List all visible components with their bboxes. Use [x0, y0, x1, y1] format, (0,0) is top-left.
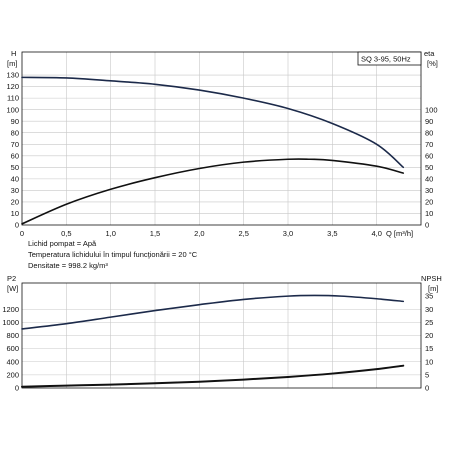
h-axis-label: H [11, 49, 16, 58]
y-left-tick-label: 80 [11, 128, 19, 137]
right-axis-series-line [21, 158, 405, 225]
y-right-tick-label: 0 [425, 384, 429, 393]
x-tick-label: 2,5 [238, 229, 248, 238]
y-left-tick-label: 0 [15, 221, 19, 230]
fluid-note: Lichid pompat = Apă [28, 239, 97, 248]
top-series-lines [21, 76, 405, 225]
y-right-tick-label: 25 [425, 318, 433, 327]
bottom-tick-labels: 0 200 400 600 800 1000 1200 0 5 10 15 20 25 30 35 [2, 292, 433, 393]
h-axis-unit: [m] [7, 59, 17, 68]
y-right-tick-label: 70 [425, 140, 433, 149]
x-tick-label: 3,5 [327, 229, 337, 238]
y-right-tick-label: 100 [425, 105, 438, 114]
y-right-tick-label: 10 [425, 209, 433, 218]
x-tick-label: 1,5 [150, 229, 160, 238]
y-left-tick-label: 400 [6, 357, 19, 366]
y-right-tick-label: 15 [425, 344, 433, 353]
q-axis-label: Q [m³/h] [386, 229, 413, 238]
p2-axis-label: P2 [7, 274, 16, 283]
y-left-tick-label: 90 [11, 117, 19, 126]
y-right-tick-label: 10 [425, 357, 433, 366]
bottom-plot-frame [21, 282, 422, 389]
y-left-tick-label: 70 [11, 140, 19, 149]
density-note: Densitate = 998.2 kg/m³ [28, 261, 108, 270]
y-left-tick-label: 800 [6, 331, 19, 340]
y-left-tick-label: 110 [7, 94, 19, 103]
y-right-tick-label: 30 [425, 305, 433, 314]
y-right-tick-label: 50 [425, 163, 433, 172]
model-label: SQ 3-95, 50Hz [361, 55, 411, 64]
bottom-series-lines [21, 294, 405, 388]
x-tick-label: 0 [20, 229, 24, 238]
x-tick-label: 4,0 [371, 229, 381, 238]
y-left-tick-label: 60 [11, 151, 19, 160]
y-left-tick-label: 200 [6, 370, 19, 379]
y-right-tick-label: 20 [425, 331, 433, 340]
y-left-tick-label: 30 [11, 186, 19, 195]
x-tick-label: 2,0 [194, 229, 204, 238]
y-left-tick-label: 100 [6, 105, 19, 114]
bottom-grid [22, 283, 421, 388]
y-left-tick-label: 0 [15, 384, 19, 393]
top-grid [22, 52, 421, 225]
y-left-tick-label: 1000 [2, 318, 19, 327]
y-right-tick-label: 80 [425, 128, 433, 137]
npsh-axis-label: NPSH [421, 274, 442, 283]
x-tick-label: 3,0 [283, 229, 293, 238]
y-left-tick-label: 120 [6, 82, 19, 91]
y-left-tick-label: 40 [11, 174, 19, 183]
y-right-tick-label: 35 [425, 292, 433, 301]
y-left-tick-label: 1200 [2, 305, 19, 314]
y-right-tick-label: 60 [425, 151, 433, 160]
top-plot-frame [21, 51, 422, 226]
y-right-tick-label: 0 [425, 221, 429, 230]
left-axis-series-line [21, 76, 405, 169]
y-left-tick-label: 50 [11, 163, 19, 172]
model-label-box [357, 51, 422, 66]
y-right-tick-label: 90 [425, 117, 433, 126]
eta-axis-label: eta [424, 49, 435, 58]
y-left-tick-label: 20 [11, 198, 19, 207]
p2-axis-unit: [W] [7, 284, 18, 293]
x-tick-label: 1,0 [105, 229, 115, 238]
y-left-tick-label: 130 [6, 71, 19, 80]
y-right-tick-label: 40 [425, 174, 433, 183]
y-left-tick-label: 600 [6, 344, 19, 353]
y-right-tick-label: 5 [425, 370, 429, 379]
y-right-tick-label: 30 [425, 186, 433, 195]
npsh-axis-unit: [m] [428, 284, 438, 293]
top-panel: 0 10 20 30 40 50 60 70 80 90 100 110 120 130 0 10 20 30 40… [6, 49, 437, 238]
y-left-tick-label: 10 [11, 209, 19, 218]
x-tick-label: 0,5 [61, 229, 71, 238]
temperature-note: Temperatura lichidului în timpul funcţio… [28, 250, 198, 259]
left-axis-series-line [21, 294, 405, 330]
eta-axis-unit: [%] [427, 59, 438, 68]
bottom-panel: 0 200 400 600 800 1000 1200 0 5 10 15 20 25 30 35 P2 [… [2, 274, 442, 393]
right-axis-series-line [21, 364, 405, 388]
top-tick-labels: 0 10 20 30 40 50 60 70 80 90 100 110 120 130 0 10 20 30 40… [6, 71, 437, 238]
y-right-tick-label: 20 [425, 198, 433, 207]
